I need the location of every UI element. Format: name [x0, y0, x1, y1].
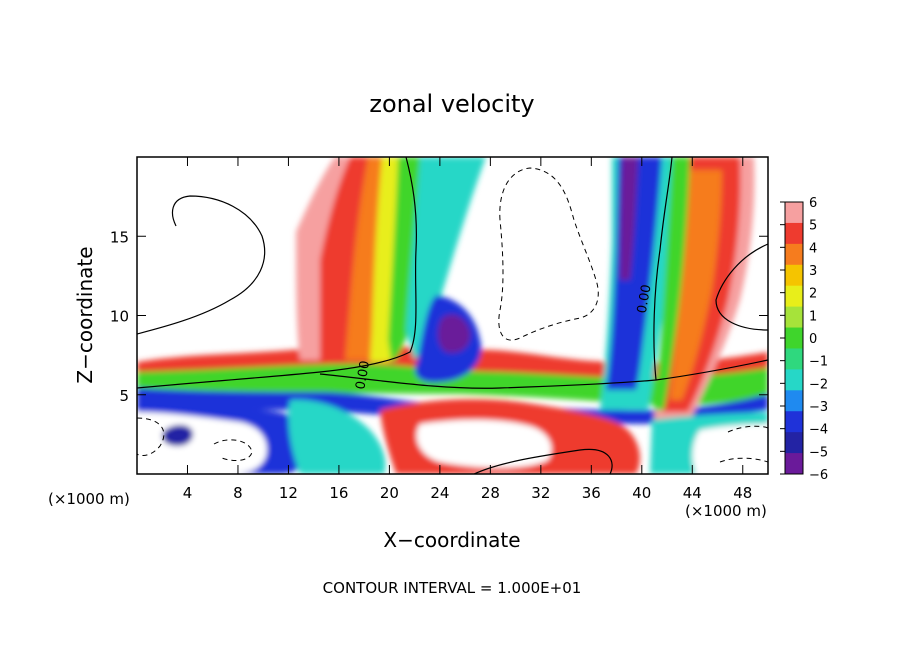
- right-column-purple: [620, 157, 638, 280]
- colorbar-tick-label: 6: [809, 196, 817, 211]
- colorbar-tick-label: −5: [809, 445, 828, 460]
- colorbar-swatch: [785, 306, 803, 329]
- lower-center-white: [416, 419, 552, 468]
- colorbar-swatch: [785, 327, 803, 349]
- colorbar-swatch: [785, 285, 803, 308]
- colorbar-swatch: [785, 243, 803, 266]
- zero-contour-left: [137, 157, 417, 389]
- x-tick-label: 20: [380, 484, 399, 502]
- x-unit-right: (×1000 m): [685, 502, 767, 520]
- zero-contour-bottom: [473, 448, 613, 474]
- small-blue-blob: [162, 424, 194, 446]
- plume-cyan: [406, 157, 486, 360]
- contour-label-layer: 0.00 0.00: [353, 283, 654, 390]
- negative-tongue-purple: [437, 314, 471, 353]
- x-axis: 4 8 12 16 20 24 28 32 36 40 44 48: [183, 157, 752, 502]
- x-tick-label: 40: [632, 484, 651, 502]
- colorbar-tick-label: 1: [809, 309, 817, 324]
- x-tick-label: 24: [430, 484, 449, 502]
- dashed-contour-lower-right: [719, 425, 768, 463]
- velocity-field: [137, 157, 768, 474]
- x-tick-label: 32: [531, 484, 550, 502]
- x-unit-left: (×1000 m): [48, 490, 130, 508]
- colorbar-tick-label: 0: [809, 332, 817, 347]
- dashed-contour-lower-mid: [213, 439, 253, 461]
- lower-right-white: [692, 424, 768, 474]
- colorbar-tick-label: 4: [809, 241, 817, 256]
- x-tick-label: 12: [279, 484, 298, 502]
- dashed-contour-lower-left: [137, 417, 165, 457]
- colorbar-swatch: [785, 369, 803, 391]
- x-axis-label: X−coordinate: [383, 528, 520, 552]
- colorbar-swatch: [785, 348, 803, 370]
- right-band-orange: [670, 170, 722, 400]
- chart-title: zonal velocity: [369, 90, 534, 118]
- right-band-green: [654, 157, 690, 410]
- colorbar-tick-label: −2: [809, 377, 828, 392]
- x-tick-label: 4: [183, 484, 193, 502]
- y-axis: 5 10 15: [110, 228, 768, 405]
- colorbar: 6 5 4 3 2 1 0 −1 −2 −3 −4 −5 −6: [780, 196, 828, 483]
- x-tick-label: 36: [582, 484, 601, 502]
- colorbar-swatch: [785, 390, 803, 412]
- colorbar-swatch: [785, 222, 803, 245]
- colorbar-tick-label: 2: [809, 287, 817, 302]
- contour-label: 0.00: [353, 360, 373, 391]
- x-tick-label: 28: [481, 484, 500, 502]
- colorbar-swatch: [785, 432, 803, 454]
- lower-center-cyan: [288, 399, 386, 474]
- colorbar-tick-label: −6: [809, 468, 828, 483]
- colorbar-swatch: [785, 264, 803, 287]
- contour-label: 0.00: [635, 283, 655, 314]
- zero-contour-lower: [319, 359, 768, 389]
- x-tick-label: 44: [683, 484, 702, 502]
- x-tick-label: 48: [733, 484, 752, 502]
- colorbar-tick-label: −1: [809, 355, 828, 370]
- zero-contour-right-edge: [715, 243, 768, 331]
- colorbar-tick-label: 3: [809, 264, 817, 279]
- x-tick-label: 8: [233, 484, 243, 502]
- dashed-contour-upper: [498, 167, 599, 341]
- colorbar-swatch: [785, 411, 803, 433]
- x-tick-label: 16: [329, 484, 348, 502]
- colorbar-swatch: [785, 202, 803, 224]
- colorbar-tick-label: −4: [809, 423, 828, 438]
- y-axis-label: Z−coordinate: [73, 246, 97, 383]
- colorbar-swatch: [785, 453, 803, 475]
- colorbar-tick-label: 5: [809, 219, 817, 234]
- zero-contour-right: [653, 157, 673, 381]
- colorbar-tick-label: −3: [809, 400, 828, 415]
- zero-contour-upper-left: [137, 195, 266, 335]
- y-tick-label: 5: [119, 387, 129, 405]
- right-column-blue: [606, 157, 662, 390]
- footer-contour-interval: CONTOUR INTERVAL = 1.000E+01: [323, 579, 582, 597]
- y-tick-label: 10: [110, 308, 129, 326]
- y-tick-label: 15: [110, 228, 129, 246]
